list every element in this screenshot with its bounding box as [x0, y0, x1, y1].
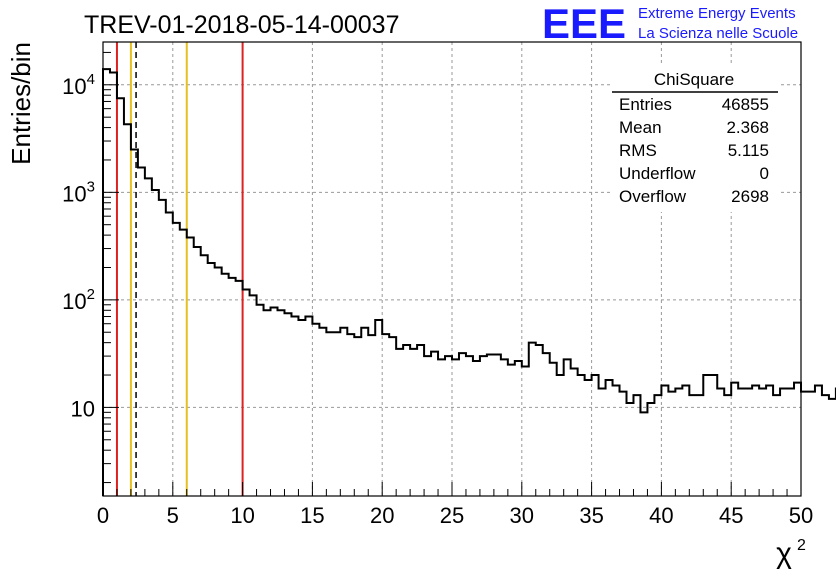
y-tick-label: 104 [62, 71, 95, 99]
stats-row-label: Mean [619, 118, 662, 137]
stats-row-value: 2.368 [726, 118, 769, 137]
stats-row-label: Overflow [619, 187, 687, 206]
x-tick-label: 45 [719, 503, 743, 528]
stats-row-value: 5.115 [728, 141, 769, 160]
stats-row-value: 2698 [731, 187, 769, 206]
eee-logo: EEE [542, 0, 626, 47]
histogram-series [102, 68, 836, 496]
x-tick-label: 5 [167, 503, 179, 528]
y-tick-label: 102 [62, 286, 95, 314]
y-axis-label: Entries/bin [6, 42, 36, 165]
x-tick-label: 15 [300, 503, 324, 528]
x-axis-label: χ [776, 537, 792, 570]
axis-ticks [102, 51, 802, 496]
reference-lines [115, 42, 244, 496]
x-tick-label: 50 [789, 503, 813, 528]
stats-row-value: 46855 [722, 95, 769, 114]
stats-row-value: 0 [760, 164, 769, 183]
x-tick-label: 40 [649, 503, 673, 528]
stats-row-label: Underflow [619, 164, 696, 183]
chart-title: TREV-01-2018-05-14-00037 [84, 11, 399, 39]
x-tick-label: 0 [97, 503, 109, 528]
x-tick-label: 25 [440, 503, 464, 528]
x-tick-labels: 0 5 10 15 20 25 30 35 40 45 50 [97, 503, 813, 528]
stats-row-label: Entries [619, 95, 672, 114]
x-tick-label: 30 [510, 503, 534, 528]
grid [103, 42, 801, 496]
stats-box-background [612, 64, 778, 212]
x-axis-label-exponent: 2 [797, 537, 806, 554]
y-tick-label: 10 [71, 396, 95, 421]
logo-line-2: La Scienza nelle Scuole [638, 25, 798, 42]
stats-row-label: RMS [619, 141, 657, 160]
logo-line-1: Extreme Energy Events [638, 5, 796, 22]
y-tick-labels: 104 103 102 10 [62, 71, 95, 422]
x-tick-label: 20 [370, 503, 394, 528]
x-tick-label: 35 [579, 503, 603, 528]
y-tick-label: 103 [62, 178, 95, 206]
stats-box: ChiSquare Entries 46855 Mean 2.368 RMS 5.115 U… [612, 64, 778, 212]
x-tick-label: 10 [230, 503, 254, 528]
stats-box-title: ChiSquare [654, 70, 734, 89]
